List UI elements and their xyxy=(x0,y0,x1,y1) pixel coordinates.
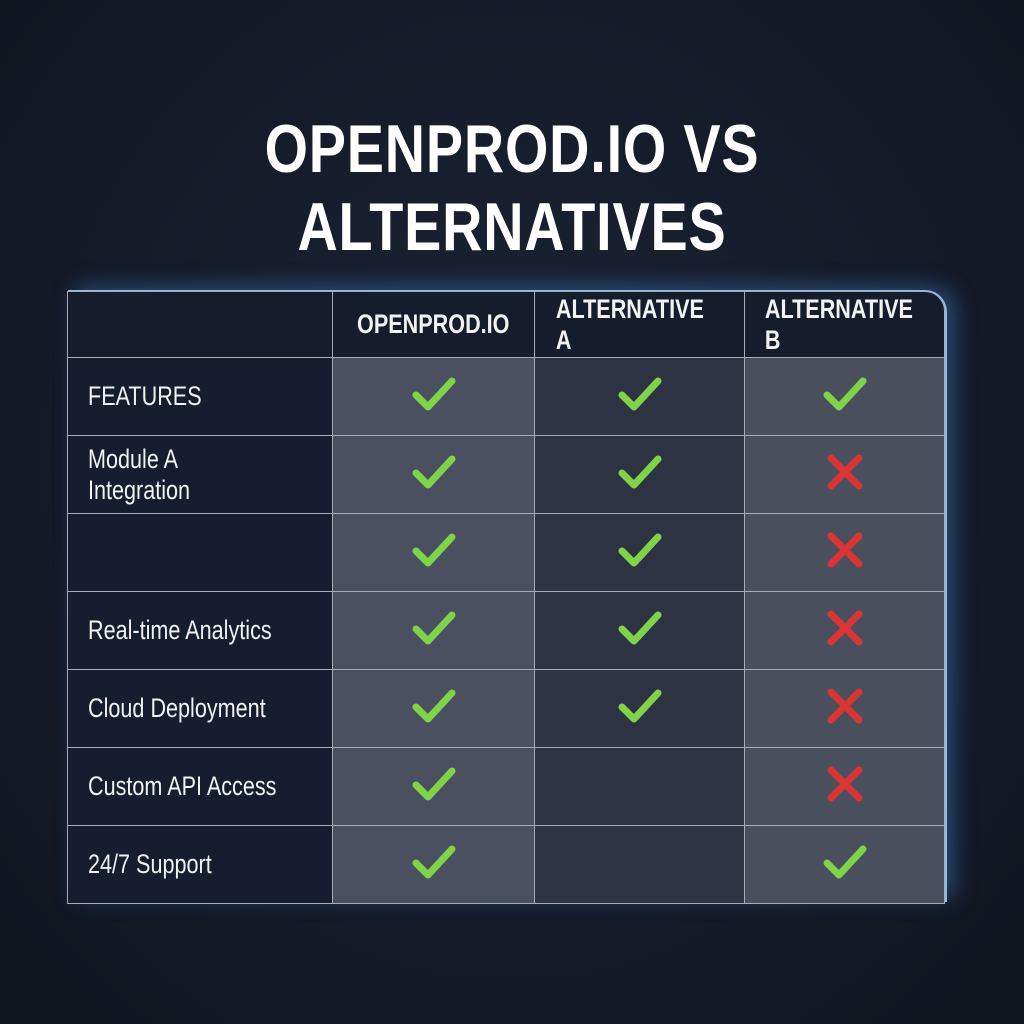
row-label xyxy=(67,513,333,592)
check-icon xyxy=(408,368,460,425)
row-label: Module A Integration xyxy=(67,435,333,514)
cross-icon xyxy=(819,524,871,581)
column-header-openprod-io: OPENPROD.IO xyxy=(332,291,535,358)
table-cell xyxy=(332,747,535,826)
feature-name: FEATURES xyxy=(88,381,202,411)
table-cell xyxy=(744,669,945,748)
table-cell xyxy=(332,513,535,592)
feature-name: Real-time Analytics xyxy=(88,615,272,645)
comparison-table: OPENPROD.IO ALTERNATIVE A ALTERNATIVE B FEA… xyxy=(67,290,947,904)
column-header-alternative-b: ALTERNATIVE B xyxy=(744,291,945,358)
table-cell xyxy=(534,669,745,748)
cross-icon xyxy=(819,680,871,737)
row-label: 24/7 Support xyxy=(67,825,333,904)
check-icon xyxy=(408,680,460,737)
page-title: OPENPROD.IO VS ALTERNATIVES xyxy=(264,111,760,265)
table-cell xyxy=(332,435,535,514)
column-header-label: OPENPROD.IO xyxy=(357,309,510,339)
check-icon xyxy=(408,446,460,503)
table-cell xyxy=(332,591,535,670)
column-header-label: ALTERNATIVE B xyxy=(764,293,913,355)
table-cell xyxy=(534,747,745,826)
cross-icon xyxy=(819,602,871,659)
feature-name: Cloud Deployment xyxy=(88,693,266,723)
table-cell xyxy=(744,513,945,592)
check-icon xyxy=(819,836,871,893)
check-icon xyxy=(408,524,460,581)
check-icon xyxy=(408,602,460,659)
row-label: Real-time Analytics xyxy=(67,591,333,670)
column-header-label: ALTERNATIVE A xyxy=(555,293,704,355)
check-icon xyxy=(614,368,666,425)
feature-name: Module A Integration xyxy=(88,443,191,505)
table-cell xyxy=(534,435,745,514)
row-label: Custom API Access xyxy=(67,747,333,826)
check-icon xyxy=(614,680,666,737)
table-cell xyxy=(744,591,945,670)
table-cell xyxy=(534,825,745,904)
table-cell xyxy=(332,825,535,904)
table-cell xyxy=(332,669,535,748)
check-icon xyxy=(408,758,460,815)
feature-name: Custom API Access xyxy=(88,771,277,801)
table-cell xyxy=(744,435,945,514)
row-label: FEATURES xyxy=(67,357,333,436)
header-empty-cell xyxy=(67,291,333,358)
column-header-alternative-a: ALTERNATIVE A xyxy=(534,291,745,358)
check-icon xyxy=(614,524,666,581)
table-cell xyxy=(744,747,945,826)
check-icon xyxy=(614,446,666,503)
check-icon xyxy=(614,602,666,659)
table-cell xyxy=(534,513,745,592)
table-cell xyxy=(744,357,945,436)
feature-name: 24/7 Support xyxy=(88,849,212,879)
cross-icon xyxy=(819,446,871,503)
check-icon xyxy=(408,836,460,893)
table-cell xyxy=(744,825,945,904)
cross-icon xyxy=(819,758,871,815)
check-icon xyxy=(819,368,871,425)
table-cell xyxy=(534,591,745,670)
row-label: Cloud Deployment xyxy=(67,669,333,748)
table-cell xyxy=(534,357,745,436)
table-cell xyxy=(332,357,535,436)
